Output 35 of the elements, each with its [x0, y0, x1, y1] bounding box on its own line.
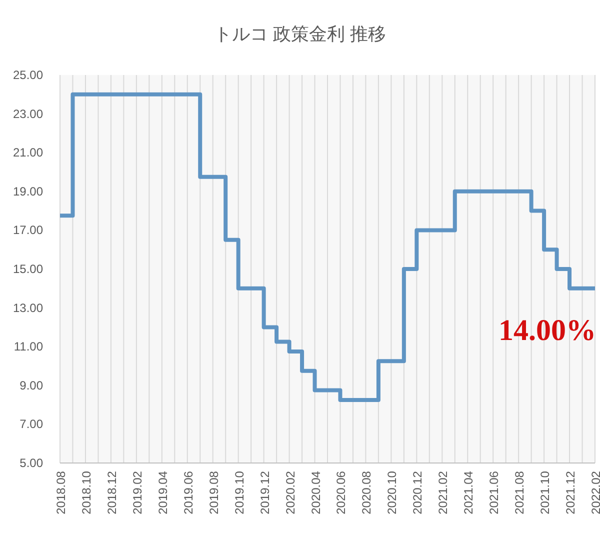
y-tick-label: 15.00: [12, 262, 44, 276]
chart-title: トルコ 政策金利 推移: [214, 24, 386, 44]
x-tick-label: 2019.02: [130, 470, 144, 514]
x-tick-label: 2019.08: [206, 470, 221, 514]
y-tick-label: 17.00: [12, 223, 44, 238]
x-tick-label: 2018.08: [54, 470, 68, 514]
x-tick-label: 2021.04: [462, 470, 476, 514]
x-tick-label: 2018.10: [79, 470, 94, 514]
x-tick-label: 2019.12: [258, 470, 272, 514]
x-tick-label: 2021.08: [512, 470, 527, 514]
x-tick-label: 2020.08: [360, 470, 374, 514]
x-tick-label: 2019.10: [232, 470, 246, 514]
y-tick-label: 25.00: [12, 68, 44, 82]
y-tick-label: 9.00: [20, 378, 44, 392]
y-tick-label: 5.00: [20, 456, 44, 470]
x-tick-label: 2021.02: [436, 470, 450, 514]
x-tick-label: 2021.10: [538, 470, 552, 514]
y-tick-label: 21.00: [12, 146, 44, 160]
annotation: 14.00%: [498, 314, 596, 347]
x-tick-label: 2018.12: [104, 470, 119, 514]
x-tick-label: 2019.04: [156, 470, 170, 514]
x-tick-label: 2019.06: [181, 470, 196, 514]
x-tick-label: 2020.02: [283, 470, 298, 514]
x-tick-label: 2020.12: [410, 470, 425, 514]
y-tick-label: 19.00: [12, 184, 44, 198]
x-tick-label: 2020.10: [385, 470, 400, 514]
y-tick-label: 23.00: [12, 106, 44, 121]
x-tick-label: 2021.06: [487, 470, 502, 514]
x-tick-label: 2022.02: [589, 470, 600, 514]
y-tick-label: 13.00: [12, 300, 44, 315]
x-tick-label: 2020.04: [308, 470, 323, 514]
x-tick-label: 2020.06: [334, 470, 348, 514]
x-tick-label: 2021.12: [564, 470, 578, 514]
y-tick-label: 7.00: [20, 417, 44, 432]
y-tick-label: 11.00: [14, 340, 44, 354]
